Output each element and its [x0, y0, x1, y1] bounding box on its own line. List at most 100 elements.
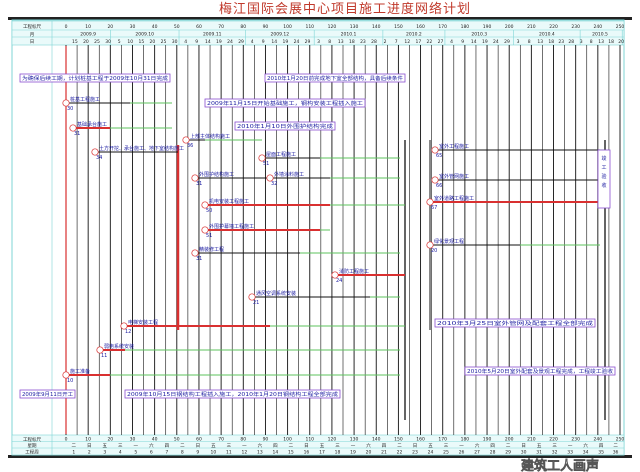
event-node — [431, 176, 439, 184]
week-cell: 9 — [196, 450, 199, 456]
activity-node-number: 34 — [96, 155, 102, 161]
activity-label: 室外道路工程施工 — [434, 195, 474, 202]
weekday-cell: 二 — [506, 443, 511, 449]
day-cell: 8 — [528, 39, 531, 45]
week-cell: 5 — [134, 450, 137, 456]
footer-scale-tick: 80 — [240, 437, 246, 443]
week-cell: 34 — [583, 450, 589, 456]
month-cell: 2009.10 — [135, 32, 154, 38]
activity-node-number: 21 — [253, 300, 259, 306]
activity-label: 外围护幕墙工程施工 — [209, 223, 254, 230]
weekday-cell: 三 — [552, 443, 557, 449]
month-cell: 2009.11 — [203, 32, 222, 38]
week-cell: 12 — [242, 450, 248, 456]
week-cell: 8 — [181, 450, 184, 456]
week-cell: 35 — [598, 450, 604, 456]
footer-scale-tick: 110 — [305, 437, 314, 443]
event-node — [91, 148, 99, 156]
weekday-cell: 一 — [568, 444, 573, 449]
day-cell: 17 — [415, 39, 421, 45]
week-cell: 33 — [567, 450, 573, 456]
footer-scale-tick: 90 — [263, 437, 269, 443]
activity-node-number: 31 — [196, 256, 202, 262]
day-cell: 9 — [461, 39, 464, 45]
note-text: 为确保后续工期，计划桩基工程于2009年10月31日完成 — [22, 75, 168, 82]
milestone-note: 2010年3月25日室外管网及配套工程全部完成 — [434, 318, 596, 328]
week-cell: 36 — [613, 450, 619, 456]
footer-scale-tick: 30 — [130, 437, 136, 443]
week-cell: 22 — [397, 450, 403, 456]
week-cell: 23 — [412, 450, 418, 456]
activity-label: 桩基工程施工 — [70, 96, 100, 103]
activity: 基础承台施工 31 — [69, 121, 172, 137]
day-cell: 19 — [482, 39, 488, 45]
day-cell: 13 — [537, 39, 543, 45]
weekday-cell: 一 — [459, 444, 464, 449]
weekday-cell: 六 — [149, 442, 154, 449]
day-cell: 10 — [127, 39, 133, 45]
weekday-cell: 一 — [351, 444, 356, 449]
note-char: 工 — [601, 165, 606, 171]
day-cell: 12 — [404, 39, 410, 45]
scale-tick: 90 — [263, 24, 269, 30]
month-cell: 2010.2 — [406, 32, 422, 38]
weekday-cell: 三 — [444, 443, 449, 449]
weekday-cell: 日 — [87, 443, 92, 449]
event-node — [431, 146, 439, 154]
activity-node-number: 20 — [431, 248, 437, 254]
day-cell: 15 — [138, 39, 144, 45]
day-cell: 29 — [305, 39, 311, 45]
weekday-cell: 五 — [428, 443, 433, 449]
day-cell: 24 — [227, 39, 233, 45]
activity: 上部主体结构施工 36 — [182, 133, 262, 149]
day-cell: 3 — [580, 39, 583, 45]
activity: 外墙涂料施工 32 — [266, 171, 400, 187]
month-cell: 2010.1 — [341, 32, 357, 38]
scale-tick: 140 — [372, 24, 381, 30]
weekday-cell: 四 — [599, 443, 604, 449]
timeline-footer: 工程标尺 星期 工程周 0 10 20 30 40 50 60 70 80 90 100 110 120… — [23, 436, 624, 456]
note-text: 2010年1月20日前完成地下室全部结构，具备后续条件 — [267, 75, 403, 82]
week-cell: 27 — [474, 450, 480, 456]
week-cell: 2 — [88, 450, 91, 456]
activity-label: 弱电系统安装 — [104, 343, 134, 350]
activity: 屋面工程施工 51 — [258, 151, 400, 167]
weekday-cell: 四 — [382, 443, 387, 449]
weekday-cell: 日 — [413, 443, 418, 449]
event-node — [426, 198, 434, 206]
day-cell: 4 — [251, 39, 254, 45]
completion-note: 竣工验收 — [597, 149, 611, 209]
weekday-label: 星期 — [28, 443, 37, 449]
month-cell: 2010.4 — [539, 32, 555, 38]
activity-label: 施工准备 — [70, 368, 90, 375]
scale-tick: 150 — [394, 24, 403, 30]
footer-scale-tick: 160 — [416, 437, 425, 443]
week-cell: 3 — [103, 450, 106, 456]
activity-node-number: 66 — [436, 183, 442, 189]
activity-node-number: 24 — [336, 278, 342, 284]
week-cell: 18 — [335, 450, 341, 456]
month-cell: 2010.5 — [592, 32, 608, 38]
weekday-cell: 五 — [320, 443, 325, 449]
activity-node-number: 11 — [101, 353, 107, 359]
weekday-cell: 四 — [273, 443, 278, 449]
week-cell: 21 — [381, 450, 387, 456]
activity-label: 通风空调系统安装 — [256, 290, 296, 297]
day-cell: 27 — [438, 39, 444, 45]
scale-tick: 80 — [240, 24, 246, 30]
weekday-cell: 三 — [118, 443, 123, 449]
day-cell: 30 — [105, 39, 111, 45]
activity-label: 电梯安装工程 — [128, 319, 158, 326]
day-cell: 19 — [216, 39, 222, 45]
week-cell: 11 — [226, 450, 232, 456]
week-cell: 26 — [459, 450, 465, 456]
activity: 桩基工程施工 30 — [62, 96, 172, 112]
activity-label: 室外工程施工 — [439, 143, 469, 150]
day-cell: 9 — [262, 39, 265, 45]
activity-label: 土方开挖、承台施工、地下室结构施工 — [99, 145, 184, 152]
activity: 室外道路工程施工 67 — [426, 195, 605, 211]
note-box — [19, 73, 171, 83]
weekday-cell: 三 — [335, 443, 340, 449]
footer-scale-label: 工程标尺 — [23, 436, 41, 443]
week-cell: 29 — [505, 450, 511, 456]
